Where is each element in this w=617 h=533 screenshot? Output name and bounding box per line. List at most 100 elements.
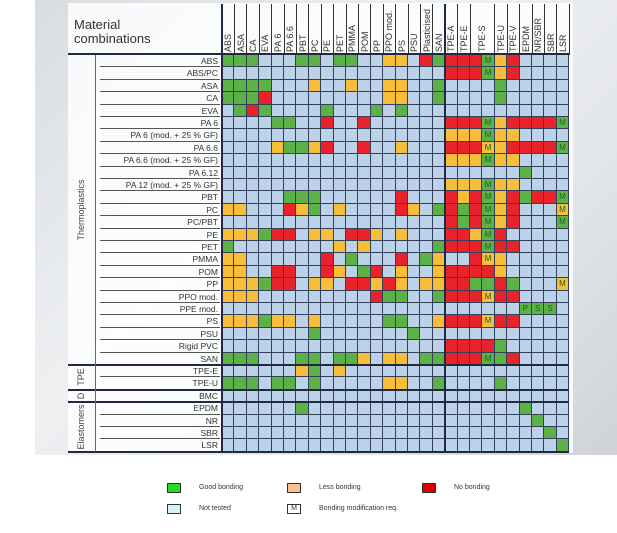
column-header-label: PET [334,34,345,52]
matrix-cell [556,67,570,80]
row-divider [100,252,220,254]
row-label: BMC [199,390,218,401]
matrix-cell [395,166,408,179]
matrix-cell [234,79,247,93]
matrix-cell [259,129,272,142]
matrix-cell [222,228,235,241]
matrix-cell [470,340,483,353]
matrix-cell [259,166,272,179]
matrix-cell [395,253,408,266]
matrix-cell [259,402,272,415]
matrix-cell [395,265,408,279]
matrix-cell: M [482,55,495,68]
matrix-cell [370,216,384,229]
matrix-cell [234,327,247,341]
matrix-cell [370,365,384,378]
matrix-cell [507,191,520,204]
row-divider [100,351,220,353]
group-separator [68,364,570,366]
matrix-cell [482,303,495,316]
matrix-cell [420,340,433,353]
matrix-cell [507,203,520,217]
matrix-cell [222,402,235,415]
row-label: PA 6.6 (mod. + 25 % GF) [123,155,218,166]
matrix-cell [556,365,570,378]
matrix-cell [445,92,458,105]
matrix-cell [507,154,520,167]
matrix-cell [308,216,322,229]
matrix-cell [519,117,532,130]
matrix-cell [507,179,520,192]
matrix-cell: M [556,141,570,155]
row-label: POM [198,266,218,277]
matrix-cell [333,290,346,303]
column-header-label: SBR [545,33,556,52]
matrix-cell [395,191,408,204]
matrix-cell [308,228,322,241]
column-separator [233,4,235,55]
legend-swatch [167,483,181,493]
matrix-cell [519,315,532,328]
matrix-cell [544,340,557,353]
matrix-cell [408,402,421,415]
matrix-cell [457,92,470,105]
matrix-cell [246,203,260,217]
matrix-cell [284,340,297,353]
matrix-cell [296,117,309,130]
column-header: PE [321,4,333,52]
matrix-cell [346,203,359,217]
matrix-cell [507,216,520,229]
column-header: PA 6.6 [284,4,296,52]
matrix-cell [222,365,235,378]
matrix-cell [333,179,346,192]
matrix-cell [358,92,371,105]
matrix-cell [358,365,371,378]
matrix-cell [296,104,309,117]
matrix-cell [383,365,396,378]
matrix-cell [457,55,470,68]
matrix-cell [470,203,483,217]
matrix-cell [296,55,309,68]
matrix-cell [457,340,470,353]
matrix-cell [358,315,371,328]
matrix-cell [308,278,322,291]
matrix-cell [358,129,371,142]
matrix-cell [383,265,396,279]
matrix-cell [346,303,359,316]
matrix-cell [420,67,433,80]
matrix-cell [519,327,532,341]
matrix-cell [321,253,334,266]
matrix-cell [408,241,421,254]
column-header: EPDM [520,4,532,52]
matrix-cell [457,303,470,316]
matrix-cell [420,191,433,204]
matrix-cell [296,154,309,167]
matrix-title: Material combinations [74,17,151,46]
matrix-cell [271,241,284,254]
group-separator [68,401,570,404]
matrix-cell [259,278,272,291]
column-separator [531,4,533,55]
matrix-cell [470,216,483,229]
matrix-cell [457,79,470,93]
matrix-cell [519,340,532,353]
matrix-cell [507,414,520,427]
matrix-cell [544,92,557,105]
matrix-cell [222,303,235,316]
matrix-cell: M [482,154,495,167]
column-separator [506,4,508,55]
column-separator [432,4,434,55]
matrix-cell [370,129,384,142]
matrix-cell [246,117,260,130]
matrix-cell [222,265,235,279]
matrix-cell [284,365,297,378]
group-column-separator [95,55,96,452]
matrix-cell [234,290,247,303]
matrix-cell: M [556,278,570,291]
matrix-cell [358,179,371,192]
row-label: PS [206,316,218,327]
column-separator [258,4,260,55]
matrix-cell [445,427,458,440]
matrix-cell [507,303,520,316]
matrix-cell [246,154,260,167]
